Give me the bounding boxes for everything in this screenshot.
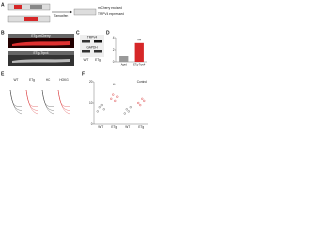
image-signal xyxy=(12,41,70,46)
result: mCherry excised xyxy=(98,6,122,10)
point xyxy=(141,97,144,100)
image-label: ETg-mCherry xyxy=(31,34,51,38)
legend: Control xyxy=(137,80,148,84)
band-label: GAPDH xyxy=(86,45,98,49)
result: TRPV4 expressed xyxy=(98,12,124,16)
point xyxy=(110,97,113,100)
y-tick-label: 0 xyxy=(91,122,93,126)
point xyxy=(137,101,140,105)
y-tick-label: 4 xyxy=(113,36,115,40)
construct-part xyxy=(14,5,22,9)
lane-label: WT xyxy=(84,58,89,62)
trace-label: WT xyxy=(14,78,19,82)
y-tick-label: 0 xyxy=(113,60,115,64)
bar xyxy=(134,42,144,62)
trace xyxy=(9,89,23,115)
point xyxy=(114,99,117,102)
point xyxy=(100,103,103,107)
panel-letter: A xyxy=(1,2,5,8)
y-tick-label: 10 xyxy=(89,101,93,105)
y-tick-label: 20 xyxy=(89,80,93,84)
point xyxy=(96,110,99,113)
x-tick-label: WT xyxy=(98,125,103,129)
image-signal xyxy=(12,59,70,63)
x-tick-label: ETg-Trpv4 xyxy=(133,63,146,67)
lane-label: ETg xyxy=(95,58,101,62)
arrow-head xyxy=(70,10,72,14)
panel-letter: B xyxy=(1,30,5,36)
bar xyxy=(119,56,129,62)
trace xyxy=(9,89,23,107)
band xyxy=(82,50,90,53)
point xyxy=(112,93,115,96)
trace xyxy=(25,89,39,107)
point xyxy=(102,108,105,111)
construct-part xyxy=(30,5,42,9)
y-tick-label: 2 xyxy=(113,48,115,52)
x-tick-label: Aged xyxy=(121,63,128,67)
point xyxy=(116,95,119,98)
band xyxy=(94,50,102,53)
point xyxy=(125,108,128,111)
x-tick-label: ETg xyxy=(138,125,144,129)
panel-letter: F xyxy=(82,71,85,77)
panel-letter: C xyxy=(76,30,80,36)
point xyxy=(98,106,101,109)
point xyxy=(143,99,146,102)
annotation: ** xyxy=(113,83,116,87)
trace-label: HC xyxy=(46,78,51,82)
panel-letter: E xyxy=(1,71,5,77)
image-label-bar xyxy=(8,51,74,55)
arrow-label: Tamoxifen xyxy=(54,14,69,18)
x-tick-label: ETg xyxy=(111,125,117,129)
annotation: *** xyxy=(137,39,141,43)
band xyxy=(82,40,90,43)
point xyxy=(129,106,132,109)
trace xyxy=(41,89,55,115)
trace xyxy=(57,89,71,107)
point xyxy=(127,110,130,113)
construct-part xyxy=(24,17,38,21)
trace xyxy=(25,89,39,115)
trace-label: HOKG xyxy=(59,78,69,82)
construct xyxy=(73,8,97,16)
trace-label: ETg xyxy=(29,78,35,82)
figure: Tamoxifen mCherry excised TRPV4 expresse… xyxy=(1,2,148,129)
image-label-bar xyxy=(8,34,74,38)
trace xyxy=(41,89,55,107)
x-tick-label: WT xyxy=(125,125,130,129)
point xyxy=(123,112,126,115)
band xyxy=(94,40,102,43)
construct xyxy=(7,3,51,11)
point xyxy=(139,103,142,107)
panel-letter: D xyxy=(106,30,110,36)
trace xyxy=(57,89,71,115)
band-label: TRPV4 xyxy=(87,35,98,39)
image-label: ETg-Trpv4 xyxy=(34,51,49,55)
